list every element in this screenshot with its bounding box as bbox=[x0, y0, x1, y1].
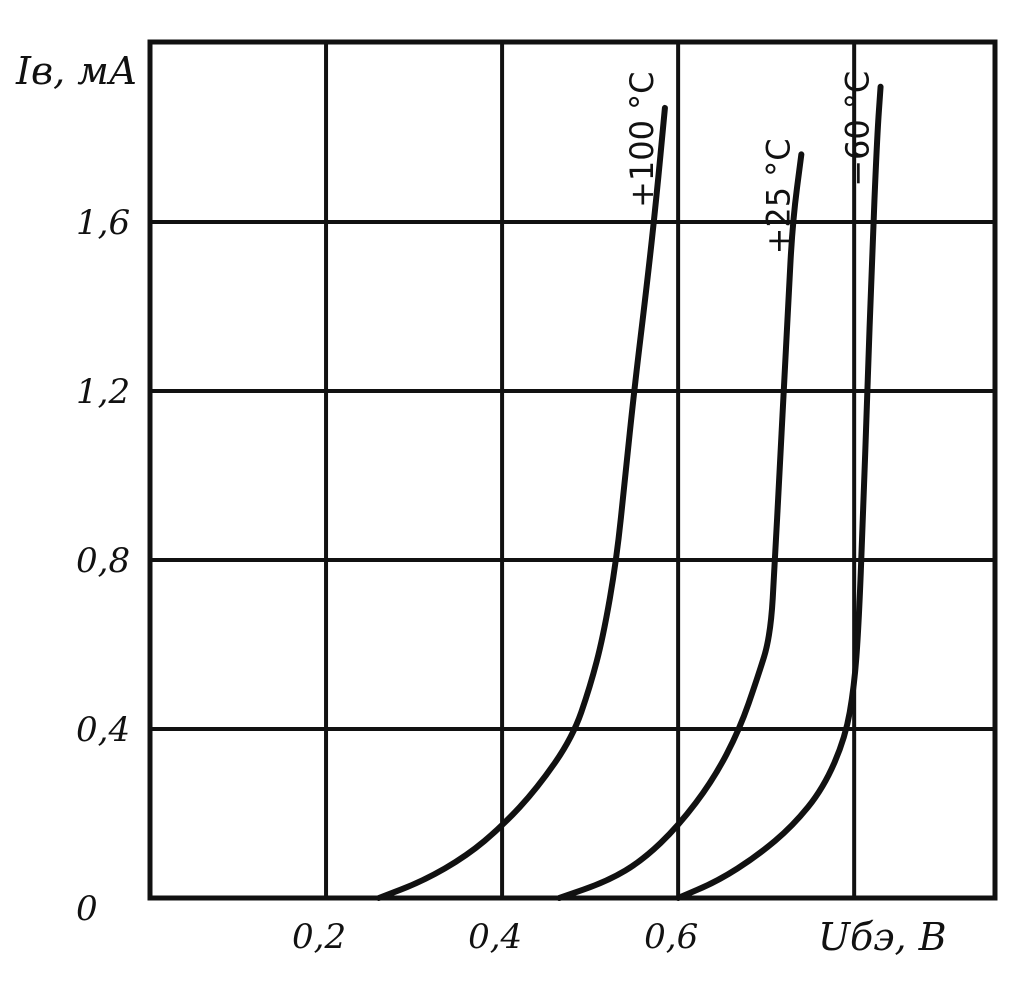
plot-frame bbox=[147, 39, 998, 901]
x-tick-label-2: 0,6 bbox=[644, 917, 698, 957]
tick-labels: 0 0,4 0,8 1,2 1,6 0,2 0,4 0,6 bbox=[76, 203, 698, 957]
y-tick-label-2: 0,8 bbox=[76, 541, 130, 581]
series-label-1: +25 °C bbox=[759, 138, 797, 254]
series-label-2: −60 °C bbox=[839, 71, 877, 187]
y-tick-label-0: 0 bbox=[76, 889, 98, 929]
series-curve-2 bbox=[675, 83, 884, 901]
y-tick-label-3: 1,2 bbox=[76, 372, 130, 412]
series-curve-0 bbox=[375, 104, 668, 901]
series-curve-1 bbox=[556, 151, 805, 901]
x-tick-label-0: 0,2 bbox=[292, 917, 346, 957]
y-axis-label: Iв, мА bbox=[15, 49, 138, 93]
series-label-0: +100 °C bbox=[623, 72, 661, 208]
y-tick-label-4: 1,6 bbox=[76, 203, 130, 243]
y-tick-label-1: 0,4 bbox=[76, 710, 130, 750]
x-axis-label: Uбэ, В bbox=[818, 915, 947, 959]
series-curves bbox=[375, 83, 884, 901]
series-labels: +100 °C +25 °C −60 °C bbox=[623, 71, 877, 255]
x-tick-label-1: 0,4 bbox=[468, 917, 522, 957]
